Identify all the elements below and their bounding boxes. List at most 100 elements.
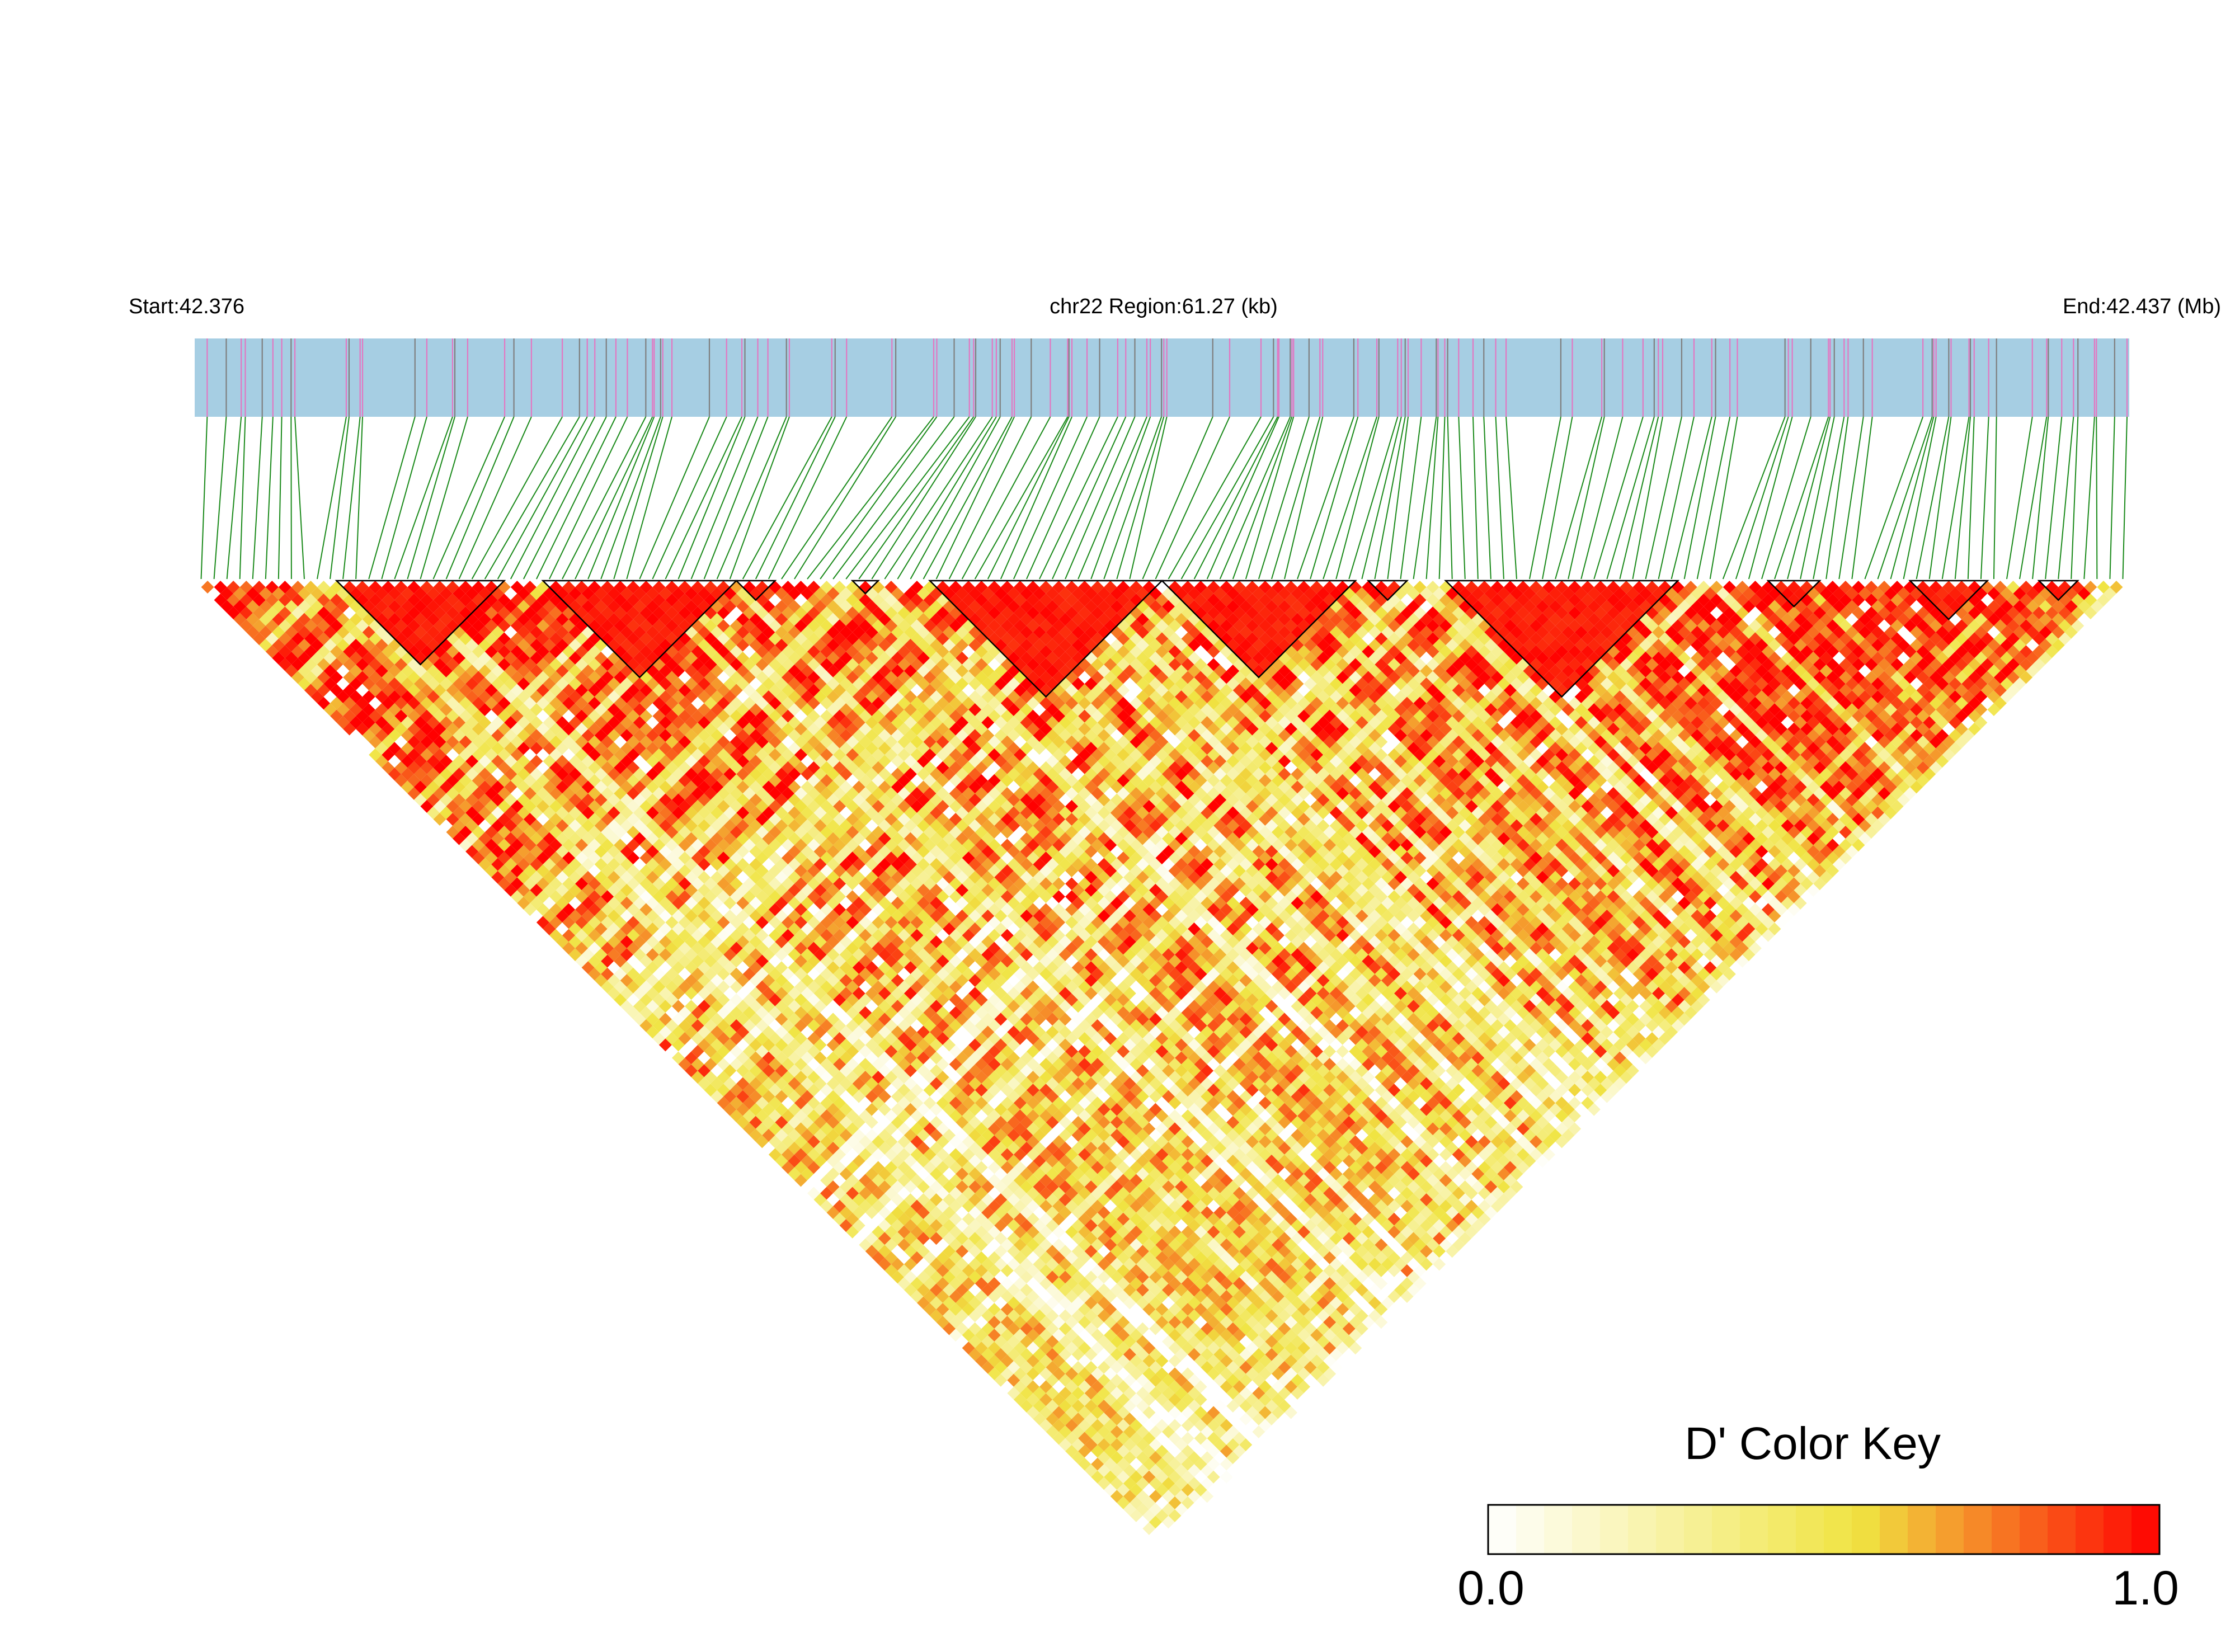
ld-cell bbox=[813, 1141, 827, 1155]
ld-cell bbox=[762, 1077, 775, 1090]
ld-cell bbox=[375, 638, 388, 652]
ld-cell bbox=[872, 1251, 885, 1264]
ld-cell bbox=[517, 742, 530, 755]
ld-cell bbox=[504, 716, 517, 729]
ld-cell bbox=[775, 1038, 788, 1052]
ld-cell bbox=[949, 1289, 962, 1303]
ld-cell bbox=[987, 1277, 1001, 1290]
ld-cell bbox=[930, 1180, 943, 1194]
ld-cell bbox=[607, 883, 620, 897]
snp-connector-line bbox=[1671, 416, 1712, 580]
ld-cell bbox=[956, 1335, 969, 1348]
ld-cell bbox=[884, 1174, 898, 1187]
ld-cell bbox=[646, 961, 659, 975]
ld-cell bbox=[826, 1167, 840, 1180]
ld-cell bbox=[633, 1000, 646, 1013]
ld-cell bbox=[523, 839, 537, 852]
ld-cell bbox=[375, 651, 388, 665]
ld-cell bbox=[362, 651, 375, 665]
ld-cell bbox=[949, 1187, 962, 1200]
ld-cell bbox=[375, 703, 388, 717]
ld-cell bbox=[543, 832, 556, 845]
ld-cell bbox=[1123, 1399, 1136, 1413]
ld-cell bbox=[1110, 1477, 1123, 1490]
ld-cell bbox=[633, 896, 646, 910]
ld-cell bbox=[375, 690, 388, 704]
ld-cell bbox=[1155, 1522, 1169, 1535]
ld-cell bbox=[762, 1064, 775, 1077]
snp-connector-line bbox=[1013, 416, 1088, 580]
snp-connector-line bbox=[294, 416, 305, 580]
ld-cell bbox=[484, 812, 498, 826]
ld-cell bbox=[820, 1148, 834, 1161]
ld-cell bbox=[717, 1057, 730, 1071]
ld-cell bbox=[910, 1148, 924, 1161]
ld-cell bbox=[465, 729, 479, 742]
ld-cell bbox=[749, 1051, 763, 1065]
ld-cell bbox=[214, 581, 227, 594]
ld-cell bbox=[620, 883, 633, 897]
ld-cell bbox=[936, 1199, 949, 1213]
ld-cell bbox=[549, 826, 563, 839]
ld-cell bbox=[1039, 1406, 1053, 1419]
ld-cell bbox=[775, 1051, 788, 1065]
ld-cell bbox=[968, 1309, 982, 1322]
snp-connector-line bbox=[1967, 416, 1975, 580]
ld-cell bbox=[285, 651, 298, 665]
ld-cell bbox=[388, 703, 401, 717]
ld-cell bbox=[330, 594, 344, 607]
ld-cell bbox=[987, 1251, 1001, 1264]
snp-connector-line bbox=[1851, 416, 1873, 580]
ld-cell bbox=[1142, 1380, 1156, 1394]
ld-cell bbox=[453, 806, 466, 820]
snp-connector-line bbox=[2045, 416, 2063, 580]
ld-cell bbox=[1000, 1367, 1014, 1381]
snp-connector-line bbox=[342, 416, 361, 580]
ld-cell bbox=[265, 581, 279, 594]
ld-cell bbox=[846, 1148, 859, 1161]
ld-cell bbox=[872, 1212, 885, 1226]
ld-cell bbox=[1020, 1322, 1033, 1335]
ld-cell bbox=[1084, 1335, 1098, 1348]
ld-cell bbox=[1033, 1270, 1046, 1284]
ld-cell bbox=[962, 1187, 975, 1200]
ld-cell bbox=[943, 1309, 956, 1322]
ld-cell bbox=[820, 1084, 834, 1097]
ld-cell bbox=[523, 826, 537, 839]
snp-connector-line bbox=[1039, 416, 1118, 580]
ld-cell bbox=[1181, 1432, 1194, 1445]
ld-cell bbox=[369, 581, 382, 594]
ld-cell bbox=[846, 1084, 859, 1097]
ld-cell bbox=[704, 954, 717, 968]
ld-cell bbox=[543, 806, 556, 820]
ld-cell bbox=[1071, 1386, 1085, 1400]
ld-cell bbox=[407, 748, 421, 761]
ld-cell bbox=[865, 1206, 878, 1220]
ld-cell bbox=[549, 851, 563, 865]
ld-cell bbox=[362, 716, 375, 729]
ld-cell bbox=[1065, 1406, 1079, 1419]
ld-cell bbox=[846, 1122, 859, 1136]
ld-cell bbox=[646, 948, 659, 962]
snp-connector-line bbox=[265, 416, 274, 580]
ld-cell bbox=[420, 774, 434, 787]
ld-cell bbox=[1058, 1399, 1072, 1413]
ld-cell bbox=[1155, 1509, 1169, 1522]
ld-cell bbox=[394, 645, 408, 658]
ld-cell bbox=[923, 1199, 937, 1213]
ld-cell bbox=[556, 870, 569, 884]
snp-connector-line bbox=[1458, 416, 1466, 580]
ld-cell bbox=[891, 1167, 904, 1180]
ld-cell bbox=[859, 1187, 872, 1200]
ld-cell bbox=[1220, 1457, 1233, 1471]
ld-cell bbox=[1142, 1496, 1156, 1509]
ld-cell bbox=[962, 1342, 975, 1355]
ld-cell bbox=[562, 942, 576, 955]
ld-cell bbox=[833, 1109, 846, 1123]
ld-cell bbox=[801, 1064, 814, 1077]
ld-cell bbox=[536, 903, 549, 916]
snp-connector-line bbox=[1542, 416, 1573, 580]
snp-connector-line bbox=[1284, 416, 1324, 580]
ld-cell bbox=[730, 1044, 743, 1058]
